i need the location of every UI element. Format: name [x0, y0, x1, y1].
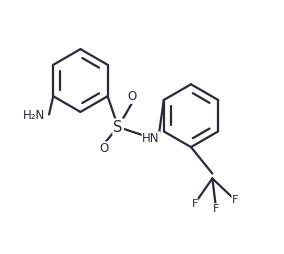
Text: H₂N: H₂N	[23, 109, 45, 122]
Text: S: S	[113, 119, 123, 135]
Text: O: O	[100, 142, 109, 155]
Text: F: F	[232, 195, 238, 205]
Text: HN: HN	[142, 132, 160, 145]
Text: O: O	[127, 90, 137, 103]
Text: F: F	[213, 204, 219, 214]
Text: F: F	[192, 199, 198, 209]
